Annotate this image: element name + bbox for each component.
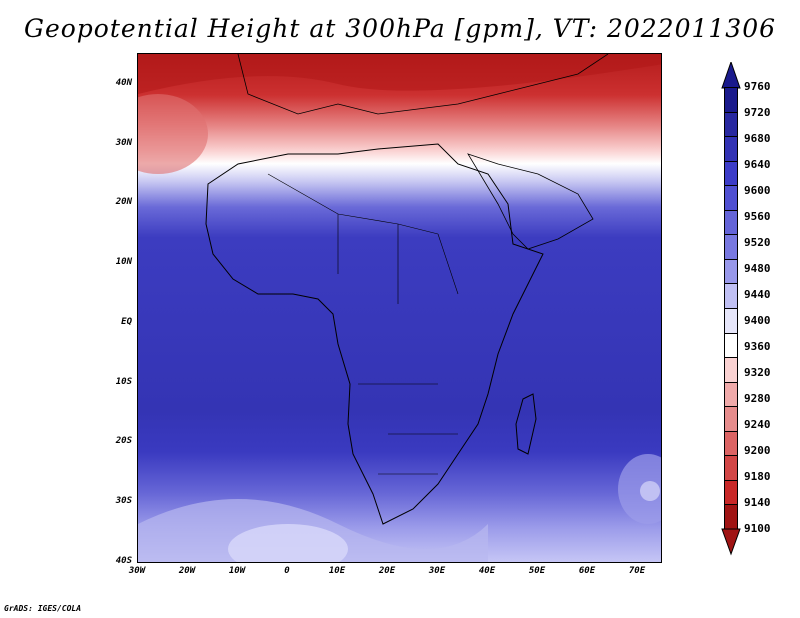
lon-label-50e: 50E [528, 566, 546, 576]
colorbar-top-arrow [721, 62, 741, 89]
colorbar-level-label: 9440 [744, 288, 771, 301]
lat-label-30n: 30N [115, 138, 132, 148]
colorbar-bottom-arrow [721, 528, 741, 556]
lon-label-70e: 70E [628, 566, 646, 576]
colorbar-segment [724, 308, 738, 334]
lon-label-30e: 30E [428, 566, 446, 576]
colorbar-level-label: 9400 [744, 314, 771, 327]
colorbar-level-label: 9640 [744, 158, 771, 171]
lon-label-20e: 20E [378, 566, 396, 576]
colorbar-segment [724, 504, 738, 530]
colorbar-level-label: 9680 [744, 132, 771, 145]
arabia-coastline [467, 153, 594, 250]
colorbar-segment [724, 160, 738, 187]
colorbar-segment [724, 185, 738, 211]
colorbar-level-label: 9140 [744, 496, 771, 509]
colorbar-segment [724, 381, 738, 408]
colorbar-level-label: 9100 [744, 522, 771, 535]
colorbar-segment [724, 430, 738, 457]
colorbar-segment [724, 111, 738, 138]
colorbar-segment [724, 209, 738, 236]
lon-label-0: 0 [284, 566, 290, 576]
lat-label-40n: 40N [115, 78, 132, 88]
europe-coastline [237, 54, 609, 115]
lon-label-10e: 10E [328, 566, 346, 576]
colorbar-level-label: 9720 [744, 106, 771, 119]
colorbar-segment [724, 357, 738, 383]
lon-label-10w: 10W [228, 566, 246, 576]
colorbar [724, 87, 738, 530]
lon-label-40e: 40E [478, 566, 496, 576]
lon-label-30w: 30W [128, 566, 146, 576]
madagascar-outline [515, 393, 537, 455]
height-field-map [138, 54, 661, 562]
colorbar-level-label: 9560 [744, 210, 771, 223]
colorbar-level-label: 9200 [744, 444, 771, 457]
colorbar-segment [724, 136, 738, 162]
lat-label-20n: 20N [115, 197, 132, 207]
colorbar-segment [724, 258, 738, 285]
colorbar-level-label: 9240 [744, 418, 771, 431]
colorbar-level-label: 9520 [744, 236, 771, 249]
colorbar-level-label: 9600 [744, 184, 771, 197]
lat-label-10s: 10S [115, 377, 132, 387]
colorbar-segment [724, 455, 738, 481]
colorbar-segment [724, 479, 738, 506]
colorbar-level-label: 9180 [744, 470, 771, 483]
lat-label-40s: 40S [115, 556, 132, 566]
colorbar-segment [724, 332, 738, 359]
colorbar-segment [724, 283, 738, 309]
colorbar-segment [724, 406, 738, 432]
lat-label-10n: 10N [115, 257, 132, 267]
colorbar-level-label: 9760 [744, 80, 771, 93]
colorbar-segment [724, 87, 738, 113]
lat-label-30s: 30S [115, 496, 132, 506]
map-panel [137, 53, 662, 563]
lat-label-eq: EQ [121, 317, 132, 327]
lon-label-60e: 60E [578, 566, 596, 576]
country-borders [267, 173, 459, 475]
colorbar-segment [724, 234, 738, 260]
map-title: Geopotential Height at 300hPa [gpm], VT:… [23, 14, 777, 43]
credit-text: GrADS: IGES/COLA [4, 604, 82, 613]
africa-coastline [205, 143, 544, 525]
lon-label-20w: 20W [178, 566, 196, 576]
colorbar-level-label: 9280 [744, 392, 771, 405]
colorbar-level-label: 9480 [744, 262, 771, 275]
lat-label-20s: 20S [115, 436, 132, 446]
colorbar-level-label: 9360 [744, 340, 771, 353]
colorbar-level-label: 9320 [744, 366, 771, 379]
